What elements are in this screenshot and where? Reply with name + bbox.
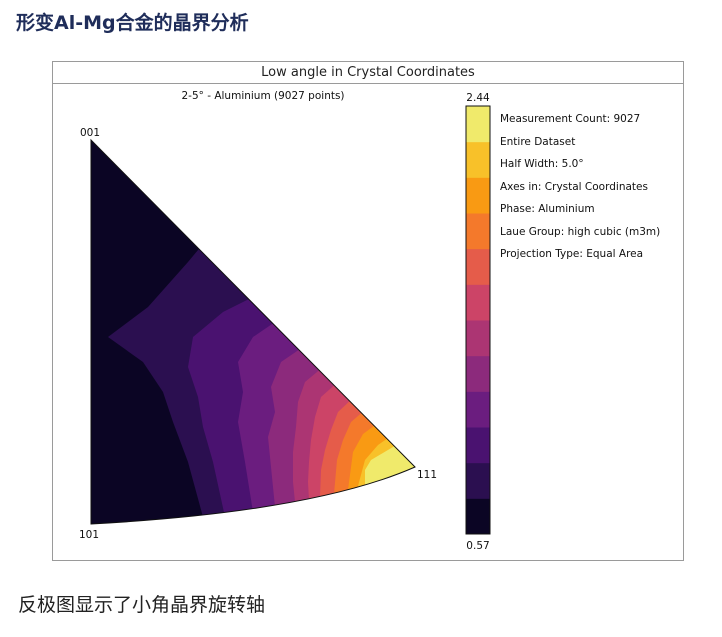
figure-caption: 反极图显示了小角晶界旋转轴 — [18, 594, 266, 616]
contour-map — [91, 140, 415, 524]
colorbar-segment-5 — [466, 355, 490, 392]
colorbar-segment-11 — [466, 141, 490, 178]
colorbar-segment-7 — [466, 284, 490, 321]
colorbar-segment-9 — [466, 213, 490, 250]
colorbar-segment-4 — [466, 391, 490, 428]
legend-half-width: Half Width: 5.0° — [500, 158, 584, 170]
triangle-outline — [90, 138, 416, 525]
legend-phase: Phase: Aluminium — [500, 203, 595, 215]
inverse-pole-figure-plot: 2-5° - Aluminium (9027 points) 001 101 1… — [79, 90, 660, 552]
colorbar — [466, 106, 490, 535]
legend-laue-group: Laue Group: high cubic (m3m) — [500, 226, 660, 238]
legend-axes: Axes in: Crystal Coordinates — [500, 181, 648, 193]
corner-label-001: 001 — [80, 127, 100, 139]
figure-title: Low angle in Crystal Coordinates — [53, 62, 683, 84]
colorbar-segment-6 — [466, 320, 490, 357]
colorbar-segment-10 — [466, 177, 490, 214]
plot-subtitle: 2-5° - Aluminium (9027 points) — [181, 90, 344, 102]
page-heading: 形变Al-Mg合金的晶界分析 — [16, 12, 249, 34]
legend-measurement-count: Measurement Count: 9027 — [500, 113, 640, 125]
colorbar-max-label: 2.44 — [466, 92, 490, 104]
colorbar-segment-8 — [466, 248, 490, 285]
corner-label-111: 111 — [417, 469, 437, 481]
legend-dataset: Entire Dataset — [500, 136, 575, 148]
colorbar-min-label: 0.57 — [466, 540, 489, 552]
legend: Measurement Count: 9027 Entire Dataset H… — [500, 113, 660, 260]
inverse-pole-figure-panel: Low angle in Crystal Coordinates 2-5° - … — [52, 61, 684, 561]
colorbar-segment-12 — [466, 106, 490, 143]
corner-label-101: 101 — [79, 529, 99, 541]
colorbar-segment-3 — [466, 427, 490, 464]
colorbar-segment-2 — [466, 462, 490, 499]
colorbar-outline — [465, 105, 491, 535]
legend-projection-type: Projection Type: Equal Area — [500, 248, 643, 260]
colorbar-segment-1 — [466, 498, 490, 535]
